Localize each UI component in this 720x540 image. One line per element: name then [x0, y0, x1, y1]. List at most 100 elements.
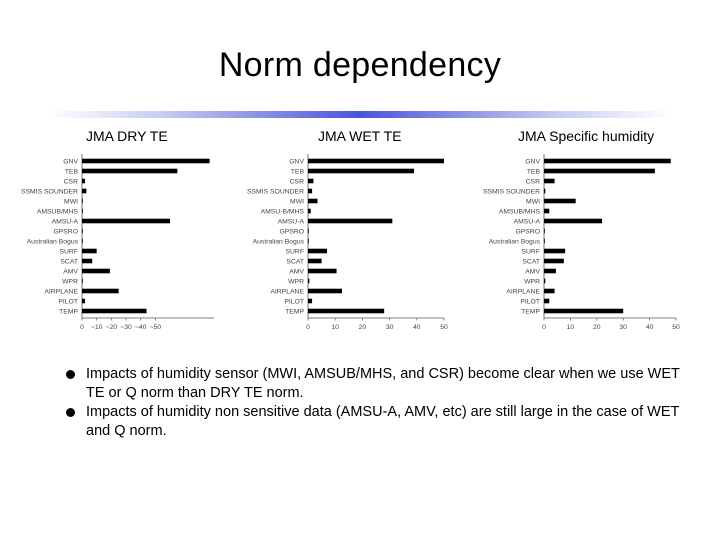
- x-tick-label: 20: [593, 324, 601, 331]
- category-label: TEB: [527, 168, 541, 175]
- category-label: SCAT: [286, 258, 304, 265]
- category-label: AMSU-A: [514, 218, 541, 225]
- x-tick-label: 20: [359, 324, 367, 331]
- x-tick-label: 40: [413, 324, 421, 331]
- bar: [544, 278, 546, 284]
- x-tick-label: 30: [619, 324, 627, 331]
- bar: [82, 308, 147, 314]
- bar: [82, 208, 83, 214]
- bar: [544, 158, 671, 164]
- x-tick-label: ~30: [120, 324, 132, 331]
- category-label: GNV: [525, 158, 540, 165]
- category-label: MWI: [64, 198, 78, 205]
- category-label: GPSRO: [279, 228, 304, 235]
- bullet-item-1: Impacts of humidity sensor (MWI, AMSUB/M…: [66, 365, 694, 403]
- category-label: SSMIS SOUNDER: [247, 188, 304, 195]
- bar: [544, 208, 550, 214]
- category-label: PILOT: [284, 298, 304, 305]
- category-label: TEB: [65, 168, 79, 175]
- bar: [544, 298, 550, 304]
- category-label: CSR: [290, 178, 304, 185]
- category-label: GPSRO: [515, 228, 540, 235]
- chart-title-specific-humidity: JMA Specific humidity: [518, 128, 655, 144]
- category-label: TEMP: [285, 308, 304, 315]
- category-label: SCAT: [60, 258, 78, 265]
- category-label: WPR: [288, 278, 304, 285]
- category-label: PILOT: [520, 298, 540, 305]
- bar: [308, 248, 328, 254]
- category-label: Australian Bogus: [253, 238, 305, 245]
- category-label: AMSU-B/MHS: [261, 208, 305, 215]
- bar: [308, 288, 342, 294]
- category-label: MWI: [290, 198, 304, 205]
- category-label: SSMIS SOUNDER: [21, 188, 78, 195]
- bar: [308, 198, 318, 204]
- x-tick-label: 50: [440, 324, 448, 331]
- category-label: MWI: [526, 198, 540, 205]
- bar: [308, 268, 337, 274]
- category-label: AMV: [525, 268, 540, 275]
- category-label: SURF: [59, 248, 78, 255]
- bar: [308, 228, 309, 234]
- bar: [308, 188, 313, 194]
- x-tick-label: 30: [386, 324, 394, 331]
- bar: [82, 218, 170, 224]
- bar: [82, 258, 93, 264]
- title-underline: [48, 111, 672, 118]
- x-tick-label: 40: [646, 324, 654, 331]
- category-label: GNV: [289, 158, 304, 165]
- bar: [308, 298, 313, 304]
- slide-title: Norm dependency: [218, 46, 502, 84]
- bar: [544, 288, 555, 294]
- bar: [308, 158, 444, 164]
- x-tick-label: 0: [542, 324, 546, 331]
- bar: [82, 238, 83, 244]
- category-label: TEMP: [521, 308, 540, 315]
- chart-title-wet-te: JMA WET TE: [318, 128, 402, 144]
- chart-title-dry-te: JMA DRY TE: [86, 128, 168, 144]
- category-label: AMSU-A: [52, 218, 79, 225]
- bar: [82, 278, 83, 284]
- category-label: PILOT: [58, 298, 78, 305]
- x-tick-label: 0: [306, 324, 310, 331]
- category-label: AMSUB/MHS: [37, 208, 79, 215]
- bar: [82, 188, 87, 194]
- bar: [82, 198, 83, 204]
- category-label: TEB: [291, 168, 305, 175]
- bar: [308, 218, 393, 224]
- bar: [82, 168, 178, 174]
- bar: [544, 178, 555, 184]
- bar: [82, 228, 83, 234]
- bar: [544, 248, 566, 254]
- category-label: AMSUB/MHS: [499, 208, 541, 215]
- bar: [82, 268, 110, 274]
- bar: [544, 228, 545, 234]
- category-label: WPR: [62, 278, 78, 285]
- bar: [544, 188, 546, 194]
- bar: [308, 178, 314, 184]
- x-tick-label: ~50: [150, 324, 162, 331]
- category-label: CSR: [526, 178, 540, 185]
- x-tick-label: ~40: [135, 324, 147, 331]
- bullet-list: Impacts of humidity sensor (MWI, AMSUB/M…: [66, 365, 694, 441]
- category-label: AMSU-A: [278, 218, 305, 225]
- x-tick-label: ~10: [91, 324, 103, 331]
- bar: [544, 198, 576, 204]
- bar: [308, 238, 309, 244]
- chart-wet-te: GNV TEB CSR SSMIS SOUNDER MWI AMSU-B/MHS AMSU-…: [247, 154, 448, 331]
- bar: [308, 308, 385, 314]
- bar: [544, 218, 603, 224]
- category-label: AIRPLANE: [44, 288, 78, 295]
- bar: [308, 278, 310, 284]
- x-tick-label: ~20: [106, 324, 118, 331]
- x-tick-label: 10: [567, 324, 575, 331]
- category-label: SSMIS SOUNDER: [483, 188, 540, 195]
- bar: [308, 208, 311, 214]
- bar: [544, 258, 564, 264]
- category-label: GPSRO: [53, 228, 78, 235]
- category-label: AMV: [289, 268, 304, 275]
- x-tick-label: 0: [80, 324, 84, 331]
- bar: [544, 308, 624, 314]
- category-label: CSR: [64, 178, 78, 185]
- bullet-item-2: Impacts of humidity non sensitive data (…: [66, 403, 694, 441]
